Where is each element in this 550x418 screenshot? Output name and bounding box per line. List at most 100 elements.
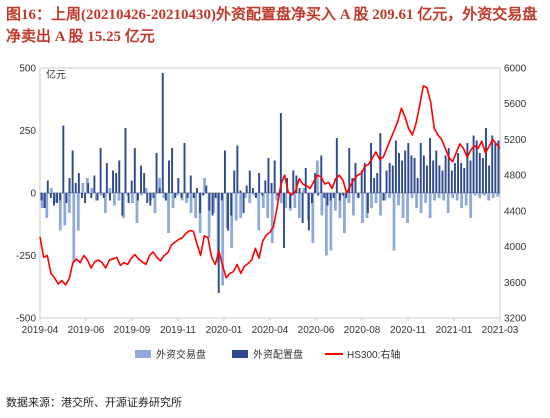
x-tick-label: 2020-11 bbox=[390, 325, 426, 336]
allocation-bar bbox=[49, 193, 52, 198]
allocation-bar bbox=[413, 158, 416, 193]
trading-bar bbox=[320, 193, 324, 216]
allocation-bar bbox=[466, 143, 469, 193]
allocation-bar bbox=[65, 193, 68, 203]
allocation-bar bbox=[345, 193, 348, 198]
chart-area: 500 250 0 -250 -500 亿元 6000 5600 5200 4800 4400 400… bbox=[0, 52, 550, 392]
trading-bar bbox=[144, 188, 148, 193]
trading-bar bbox=[482, 193, 486, 196]
allocation-bar bbox=[239, 190, 242, 193]
x-tick-label: 2020-01 bbox=[206, 325, 243, 336]
allocation-bar bbox=[202, 193, 205, 196]
right-tick-label: 4400 bbox=[504, 206, 527, 217]
trading-bar bbox=[324, 193, 328, 256]
allocation-bar bbox=[77, 173, 80, 193]
trading-bar bbox=[352, 193, 355, 216]
allocation-bar bbox=[385, 170, 388, 193]
allocation-bar bbox=[298, 188, 301, 193]
allocation-bar bbox=[329, 193, 332, 201]
x-tick-label: 2020-06 bbox=[298, 325, 335, 336]
trading-bar bbox=[176, 193, 179, 196]
allocation-bar bbox=[186, 193, 189, 198]
trading-bar bbox=[76, 193, 80, 231]
trading-bar bbox=[212, 193, 216, 213]
allocation-bar bbox=[363, 163, 366, 193]
allocation-bar bbox=[304, 168, 307, 193]
trading-bar bbox=[261, 193, 265, 208]
trading-bar bbox=[67, 193, 71, 213]
allocation-bar bbox=[71, 150, 74, 193]
allocation-bar bbox=[245, 185, 248, 193]
tick-labels: 500 250 0 -250 -500 亿元 6000 5600 5200 4800 4400 400… bbox=[16, 64, 527, 337]
legend-label-trading: 外资交易盘 bbox=[156, 348, 206, 361]
right-tick-label: 6000 bbox=[504, 64, 527, 75]
trading-bar bbox=[252, 193, 256, 196]
allocation-bar bbox=[223, 150, 226, 193]
trading-bar bbox=[275, 193, 279, 201]
trading-bar bbox=[487, 193, 491, 201]
allocation-bar bbox=[357, 193, 360, 198]
allocation-bar bbox=[130, 180, 133, 193]
trading-bar bbox=[496, 193, 500, 197]
allocation-bar bbox=[289, 193, 292, 208]
allocation-bar bbox=[404, 150, 407, 193]
trading-bar bbox=[361, 193, 364, 223]
allocation-bar bbox=[494, 143, 497, 193]
trading-bar bbox=[131, 193, 134, 203]
allocation-bar bbox=[199, 193, 202, 213]
trading-bar bbox=[388, 193, 391, 198]
trading-bar bbox=[397, 193, 400, 206]
legend-swatch-trading bbox=[135, 350, 151, 358]
allocation-bar bbox=[93, 175, 96, 193]
allocation-bar bbox=[214, 193, 217, 198]
trading-bar bbox=[171, 193, 175, 208]
trading-bar bbox=[460, 193, 464, 208]
allocation-bar bbox=[320, 155, 323, 193]
allocation-bar bbox=[96, 193, 99, 201]
trading-bar bbox=[81, 183, 85, 193]
allocation-bar bbox=[279, 113, 282, 193]
allocation-bar bbox=[292, 170, 295, 193]
trading-bar bbox=[478, 193, 482, 198]
allocation-bar bbox=[295, 175, 298, 193]
allocation-bar bbox=[227, 193, 230, 231]
allocation-bar bbox=[426, 165, 428, 193]
allocation-bar bbox=[311, 193, 313, 203]
allocation-bar bbox=[133, 148, 136, 193]
allocation-bars bbox=[40, 73, 500, 293]
trading-bar bbox=[58, 193, 62, 231]
right-tick-label: 3600 bbox=[504, 278, 527, 289]
x-tick-label: 2021-03 bbox=[482, 325, 519, 336]
allocation-bar bbox=[99, 148, 102, 193]
allocation-bar bbox=[463, 168, 466, 193]
allocation-bar bbox=[453, 163, 456, 193]
chart-svg: 500 250 0 -250 -500 亿元 6000 5600 5200 4800 4400 400… bbox=[16, 64, 527, 362]
allocation-bar bbox=[422, 155, 425, 193]
allocation-bar bbox=[373, 178, 376, 193]
allocation-bar bbox=[444, 155, 447, 193]
allocation-bar bbox=[205, 185, 208, 193]
allocation-bar bbox=[485, 128, 487, 193]
trading-bar bbox=[383, 193, 387, 201]
allocation-bar bbox=[261, 193, 264, 196]
trading-bar bbox=[49, 188, 53, 193]
trading-bar bbox=[279, 193, 283, 203]
trading-bar bbox=[442, 193, 446, 201]
allocation-bar bbox=[497, 140, 500, 193]
trading-bar bbox=[234, 193, 238, 221]
allocation-bar bbox=[323, 193, 326, 198]
trading-bar bbox=[491, 193, 495, 198]
trading-bar bbox=[94, 193, 98, 201]
allocation-bar bbox=[180, 193, 183, 198]
trading-bar bbox=[455, 193, 459, 201]
allocation-bar bbox=[136, 193, 139, 201]
trading-bar bbox=[343, 193, 346, 233]
allocation-bar bbox=[481, 158, 484, 193]
allocation-bar bbox=[391, 165, 394, 193]
allocation-bar bbox=[112, 170, 115, 193]
right-tick-label: 5600 bbox=[504, 99, 527, 110]
trading-bar bbox=[374, 193, 378, 203]
allocation-bar bbox=[189, 175, 192, 193]
allocation-bar bbox=[115, 173, 118, 193]
allocation-bar bbox=[90, 193, 93, 198]
